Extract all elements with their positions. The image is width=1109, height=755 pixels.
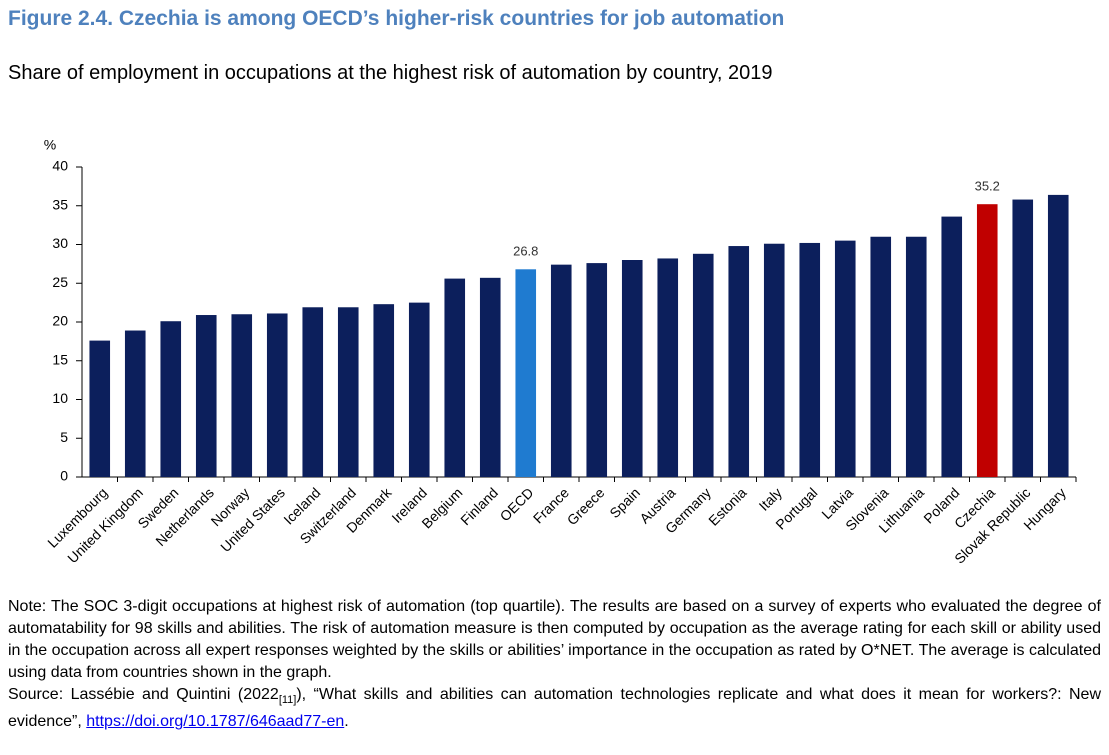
x-tick-label: Italy [756,484,785,513]
bar [337,307,359,477]
y-tick-label: 0 [60,468,68,484]
bar [89,340,111,477]
bar [870,236,892,477]
bar [657,258,679,477]
value-label: 26.8 [513,244,538,259]
bar [692,253,714,477]
y-tick-label: 5 [60,429,68,445]
bar [266,313,288,477]
bar [905,236,927,477]
chart-subtitle: Share of employment in occupations at th… [8,62,773,84]
bar [976,204,998,477]
bar [124,330,146,477]
x-tick-label: Greece [564,484,608,528]
source-prefix: Source: Lassébie and Quintini (2022 [8,686,279,703]
y-tick-label: 35 [52,196,68,212]
chart-title: Figure 2.4. Czechia is among OECD’s high… [8,7,785,30]
y-tick-label: 20 [52,313,68,329]
bar [373,304,395,477]
bar [1047,194,1069,477]
x-tick-label: OECD [497,484,537,524]
bar [621,260,643,477]
bar [550,264,572,477]
source-link[interactable]: https://doi.org/10.1787/646aad77-en [86,713,345,731]
source-end: . [344,713,349,731]
x-tick-label: Estonia [705,484,749,528]
y-tick-label: 10 [52,390,68,406]
bar [231,314,253,477]
y-tick-label: 40 [52,158,68,174]
bar [302,307,324,477]
bar [444,278,466,477]
y-tick-label: 15 [52,351,68,367]
y-tick-label: 25 [52,274,68,290]
bar [941,216,963,477]
y-tick-label: 30 [52,235,68,251]
bar [728,246,750,477]
bar [799,242,821,477]
notes: Note: The SOC 3-digit occupations at hig… [8,596,1101,733]
bar [479,277,501,477]
bar [763,243,785,477]
source-ref: [11] [278,694,297,707]
value-label: 35.2 [975,179,1000,194]
bar [1012,199,1034,478]
bar [515,269,537,477]
bar [160,321,182,477]
x-tick-label: Finland [457,484,501,528]
bar [195,315,217,477]
note: Note: The SOC 3-digit occupations at hig… [8,598,1101,681]
source: Source: Lassébie and Quintini (2022[11])… [8,684,1101,733]
bar [586,263,608,477]
y-axis-label: % [44,137,56,153]
bar [408,302,430,477]
source-mid: ), “What skills and abilities can automa… [8,686,1102,731]
bar [834,240,856,477]
